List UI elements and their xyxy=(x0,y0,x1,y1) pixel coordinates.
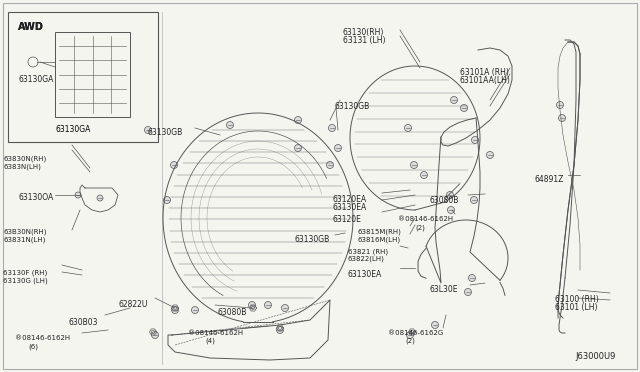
Text: AWD: AWD xyxy=(18,22,44,32)
Text: 63130GA: 63130GA xyxy=(18,75,53,84)
Text: 64891Z: 64891Z xyxy=(535,175,564,184)
Circle shape xyxy=(264,301,271,308)
Circle shape xyxy=(451,96,458,103)
Text: 63B30N(RH): 63B30N(RH) xyxy=(3,228,47,234)
Text: (2): (2) xyxy=(405,338,415,344)
Circle shape xyxy=(557,102,563,109)
Circle shape xyxy=(75,192,81,198)
Text: 63816M(LH): 63816M(LH) xyxy=(358,236,401,243)
Text: 63101A (RH): 63101A (RH) xyxy=(460,68,509,77)
Circle shape xyxy=(461,105,467,112)
Text: 63L30E: 63L30E xyxy=(430,285,458,294)
Text: (6): (6) xyxy=(28,343,38,350)
Circle shape xyxy=(294,144,301,151)
Circle shape xyxy=(472,137,479,144)
Text: AWD: AWD xyxy=(18,22,44,32)
Circle shape xyxy=(326,161,333,169)
Text: 63101AA(LH): 63101AA(LH) xyxy=(460,76,511,85)
Circle shape xyxy=(328,125,335,131)
Circle shape xyxy=(404,125,412,131)
Text: 63821 (RH): 63821 (RH) xyxy=(348,248,388,254)
Circle shape xyxy=(420,171,428,179)
Circle shape xyxy=(431,321,438,328)
Circle shape xyxy=(447,206,454,214)
Circle shape xyxy=(97,195,103,201)
Text: 63120E: 63120E xyxy=(333,215,362,224)
Circle shape xyxy=(191,307,198,314)
Circle shape xyxy=(559,115,566,122)
Text: 63130EA: 63130EA xyxy=(348,270,382,279)
Text: 63130GA: 63130GA xyxy=(55,125,90,134)
Text: ®08146-6162H: ®08146-6162H xyxy=(15,335,70,341)
Circle shape xyxy=(163,196,170,203)
Circle shape xyxy=(170,161,177,169)
Text: 63130G (LH): 63130G (LH) xyxy=(3,278,48,285)
Text: 63822(LH): 63822(LH) xyxy=(348,256,385,263)
Text: ®08146-6162H: ®08146-6162H xyxy=(188,330,243,336)
Text: 63080B: 63080B xyxy=(430,196,460,205)
Text: 63100 (RH): 63100 (RH) xyxy=(555,295,599,304)
Text: 62822U: 62822U xyxy=(118,300,147,309)
Text: 63120EA: 63120EA xyxy=(333,195,367,204)
Circle shape xyxy=(486,151,493,158)
Bar xyxy=(8,12,158,142)
Text: 63831N(LH): 63831N(LH) xyxy=(3,236,45,243)
Text: ®08146-6162G: ®08146-6162G xyxy=(388,330,444,336)
Circle shape xyxy=(468,275,476,282)
Text: 63815M(RH): 63815M(RH) xyxy=(358,228,402,234)
Text: 63130OA: 63130OA xyxy=(18,193,53,202)
Text: 63130GB: 63130GB xyxy=(335,102,371,111)
Circle shape xyxy=(470,196,477,203)
Circle shape xyxy=(447,192,454,199)
Text: ®08146-6162H: ®08146-6162H xyxy=(398,216,453,222)
Text: 63130GB: 63130GB xyxy=(148,128,183,137)
Circle shape xyxy=(227,122,234,128)
Text: 6383N(LH): 6383N(LH) xyxy=(3,163,41,170)
Text: 63130GB: 63130GB xyxy=(295,235,330,244)
Text: J63000U9: J63000U9 xyxy=(575,352,616,361)
Text: 63830N(RH): 63830N(RH) xyxy=(3,155,46,161)
Circle shape xyxy=(294,116,301,124)
Circle shape xyxy=(152,331,159,339)
Circle shape xyxy=(248,301,255,308)
Circle shape xyxy=(465,289,472,295)
Text: 63130(RH): 63130(RH) xyxy=(343,28,385,37)
Circle shape xyxy=(172,307,179,314)
Text: (4): (4) xyxy=(205,338,215,344)
Text: 63080B: 63080B xyxy=(218,308,248,317)
Circle shape xyxy=(335,144,342,151)
Text: 63131 (LH): 63131 (LH) xyxy=(343,36,385,45)
Text: 630B03: 630B03 xyxy=(68,318,97,327)
Text: (2): (2) xyxy=(415,224,425,231)
Circle shape xyxy=(145,126,152,134)
Text: 63101 (LH): 63101 (LH) xyxy=(555,303,598,312)
Bar xyxy=(55,32,130,117)
Circle shape xyxy=(410,161,417,169)
Circle shape xyxy=(282,305,289,311)
Text: 63130EA: 63130EA xyxy=(333,203,367,212)
Circle shape xyxy=(406,331,413,339)
Text: 63130F (RH): 63130F (RH) xyxy=(3,270,47,276)
Circle shape xyxy=(276,327,284,334)
